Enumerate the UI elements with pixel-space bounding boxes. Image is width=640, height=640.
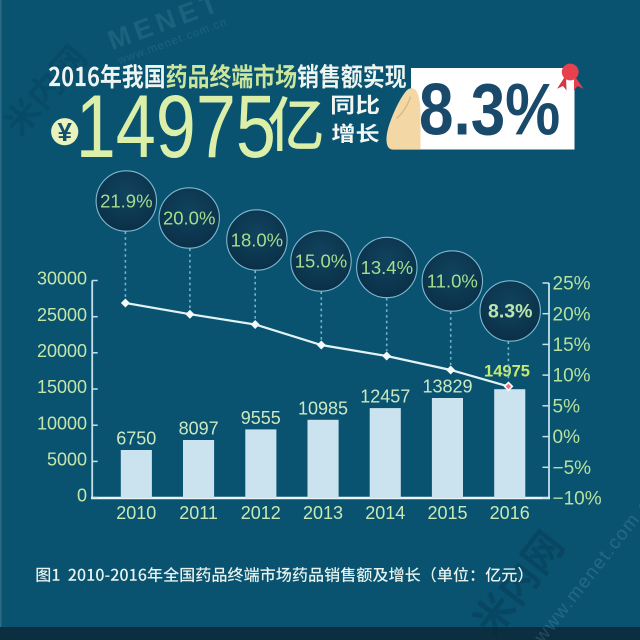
svg-text:30000: 30000 (37, 269, 87, 289)
svg-text:−10%: −10% (553, 489, 602, 510)
svg-text:−5%: −5% (553, 458, 592, 479)
svg-text:6750: 6750 (116, 429, 156, 449)
svg-text:2010: 2010 (116, 503, 156, 523)
svg-text:0: 0 (77, 486, 87, 506)
svg-text:13.4%: 13.4% (361, 257, 413, 278)
svg-text:25%: 25% (553, 274, 591, 295)
svg-text:20000: 20000 (37, 341, 87, 361)
svg-text:5000: 5000 (47, 450, 87, 470)
svg-text:2015: 2015 (427, 503, 467, 523)
svg-text:14975: 14975 (484, 362, 530, 380)
svg-text:9555: 9555 (241, 408, 281, 428)
svg-text:5%: 5% (553, 396, 581, 417)
svg-text:2014: 2014 (365, 503, 405, 523)
svg-text:8097: 8097 (179, 419, 219, 439)
svg-text:0%: 0% (553, 427, 581, 448)
svg-text:18.0%: 18.0% (231, 229, 283, 250)
svg-text:20%: 20% (553, 304, 591, 325)
svg-text:12457: 12457 (360, 387, 410, 407)
svg-text:10985: 10985 (298, 398, 348, 418)
svg-text:¥: ¥ (57, 117, 72, 147)
svg-text:2013: 2013 (303, 503, 343, 523)
svg-text:20.0%: 20.0% (163, 207, 215, 228)
svg-text:15%: 15% (553, 335, 591, 356)
svg-text:2012: 2012 (241, 503, 281, 523)
svg-text:11.0%: 11.0% (427, 270, 478, 291)
svg-text:8.3%: 8.3% (419, 70, 560, 151)
svg-text:10000: 10000 (37, 413, 87, 433)
svg-text:2011: 2011 (179, 503, 218, 523)
svg-text:13829: 13829 (422, 377, 472, 397)
svg-text:14975: 14975 (76, 78, 276, 177)
svg-text:2016: 2016 (490, 503, 530, 523)
svg-text:8.3%: 8.3% (488, 301, 532, 323)
svg-text:15000: 15000 (37, 377, 87, 397)
svg-text:15.0%: 15.0% (295, 250, 347, 271)
svg-text:25000: 25000 (37, 305, 87, 325)
svg-text:10%: 10% (553, 366, 591, 387)
svg-text:21.9%: 21.9% (100, 190, 152, 211)
